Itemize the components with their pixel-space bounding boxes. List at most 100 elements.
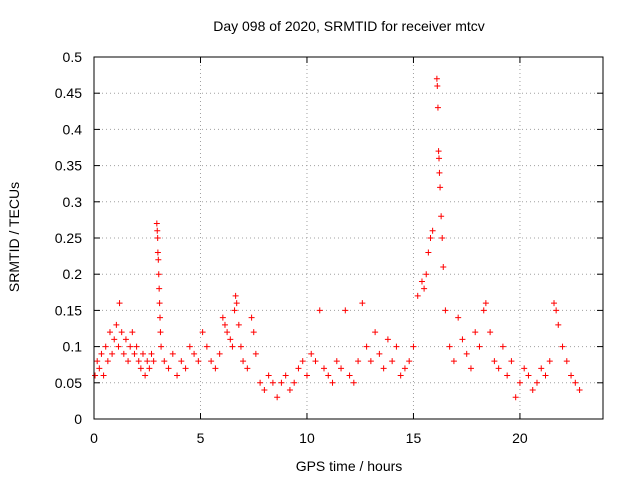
data-point xyxy=(467,365,474,372)
data-point xyxy=(115,343,122,350)
data-point xyxy=(363,343,370,350)
data-point xyxy=(231,307,238,314)
data-point xyxy=(109,350,116,357)
data-point xyxy=(423,271,430,278)
data-point xyxy=(555,321,562,328)
data-point xyxy=(303,372,310,379)
y-tick-label: 0.35 xyxy=(55,158,82,174)
data-point xyxy=(425,249,432,256)
axis-ticks: 0 5 10 15 20 0 0.05 0.1 0.15 0.2 0.25 0.3 0.35 0.4 0.4… xyxy=(55,49,603,446)
data-point xyxy=(487,329,494,336)
y-tick-label: 0.3 xyxy=(63,194,83,210)
data-point xyxy=(568,372,575,379)
data-point xyxy=(414,292,421,299)
data-point xyxy=(269,379,276,386)
data-point xyxy=(157,329,164,336)
data-point xyxy=(257,379,264,386)
data-point xyxy=(546,358,553,365)
data-point xyxy=(512,394,519,401)
data-point xyxy=(104,358,111,365)
data-point xyxy=(308,350,315,357)
data-point xyxy=(195,358,202,365)
data-point xyxy=(248,314,255,321)
data-point xyxy=(250,329,257,336)
data-point xyxy=(563,358,570,365)
x-tick-label: 15 xyxy=(406,430,422,446)
data-point xyxy=(436,169,443,176)
x-tick-label: 5 xyxy=(197,430,205,446)
data-point xyxy=(367,358,374,365)
data-point xyxy=(438,213,445,220)
data-point xyxy=(521,365,528,372)
x-tick-label: 0 xyxy=(90,430,98,446)
data-point xyxy=(499,343,506,350)
data-point xyxy=(321,365,328,372)
data-point xyxy=(529,387,536,394)
data-point xyxy=(154,227,161,234)
data-point xyxy=(106,329,113,336)
data-point xyxy=(208,358,215,365)
data-point xyxy=(572,379,579,386)
y-tick-label: 0.2 xyxy=(63,266,83,282)
data-point xyxy=(118,329,125,336)
data-point xyxy=(459,336,466,343)
data-point xyxy=(480,307,487,314)
data-point xyxy=(333,358,340,365)
data-point xyxy=(482,300,489,307)
data-point xyxy=(155,256,162,263)
data-point xyxy=(325,372,332,379)
data-point xyxy=(406,358,413,365)
data-point xyxy=(113,321,120,328)
data-point xyxy=(158,343,165,350)
data-point xyxy=(350,379,357,386)
data-point xyxy=(312,358,319,365)
data-point xyxy=(153,220,160,227)
data-point xyxy=(463,350,470,357)
grid xyxy=(94,57,603,419)
data-point xyxy=(418,278,425,285)
data-point xyxy=(135,358,142,365)
data-point xyxy=(329,379,336,386)
data-point xyxy=(98,350,105,357)
data-point xyxy=(429,227,436,234)
data-point xyxy=(252,350,259,357)
data-point xyxy=(92,372,99,379)
data-point xyxy=(355,358,362,365)
x-axis-label: GPS time / hours xyxy=(296,458,403,474)
data-point xyxy=(156,285,163,292)
data-point xyxy=(120,350,127,357)
y-axis-label: SRMTID / TECUs xyxy=(6,182,22,292)
data-point xyxy=(131,350,138,357)
data-point xyxy=(265,372,272,379)
data-point xyxy=(186,343,193,350)
data-point xyxy=(144,358,151,365)
x-tick-label: 20 xyxy=(512,430,528,446)
data-point xyxy=(410,343,417,350)
data-point xyxy=(533,379,540,386)
data-point xyxy=(508,358,515,365)
data-point xyxy=(127,343,134,350)
data-point xyxy=(146,365,153,372)
data-point xyxy=(235,321,242,328)
data-point xyxy=(446,343,453,350)
data-point xyxy=(316,307,323,314)
data-point xyxy=(516,379,523,386)
data-point xyxy=(94,358,101,365)
data-point xyxy=(111,336,118,343)
data-point xyxy=(148,350,155,357)
data-point xyxy=(156,300,163,307)
data-point xyxy=(434,82,441,89)
data-point xyxy=(224,329,231,336)
data-point xyxy=(299,358,306,365)
data-point xyxy=(559,343,566,350)
data-point xyxy=(155,271,162,278)
data-point xyxy=(244,365,251,372)
data-point xyxy=(359,300,366,307)
data-points xyxy=(92,75,583,401)
data-point xyxy=(376,350,383,357)
data-point xyxy=(551,300,558,307)
data-point xyxy=(157,314,164,321)
data-point xyxy=(380,365,387,372)
data-point xyxy=(221,321,228,328)
